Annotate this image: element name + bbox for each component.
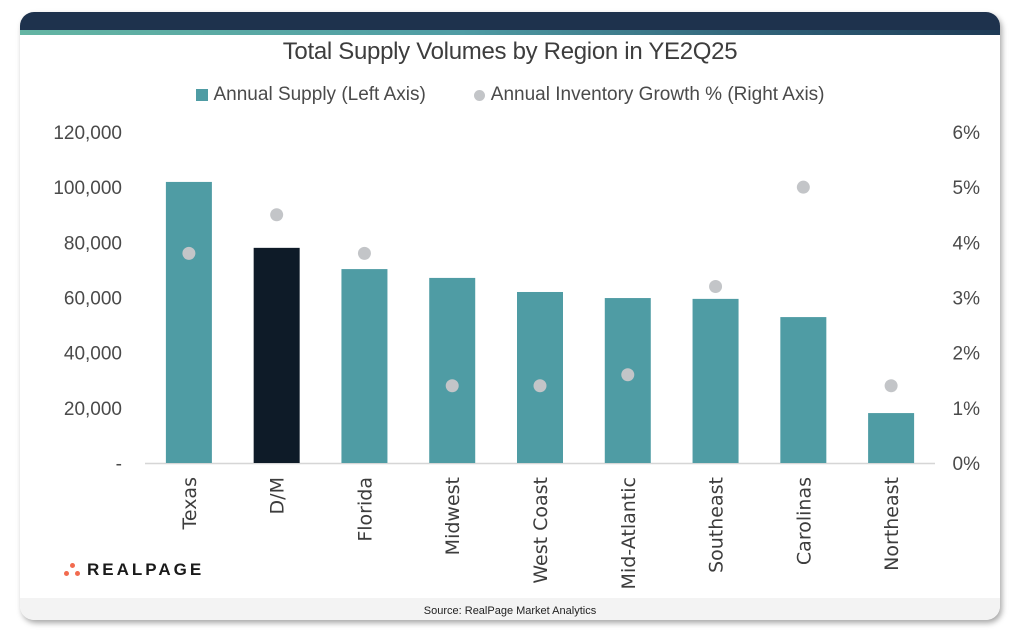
y-tick-label: 60,000 [64, 289, 122, 310]
chart-card: Total Supply Volumes by Region in YE2Q25… [20, 12, 1000, 620]
growth-point-florida [357, 246, 371, 260]
y-tick-label: 120,000 [53, 123, 122, 144]
growth-point-southeast [709, 279, 723, 293]
y-tick-label: 100,000 [53, 178, 122, 199]
x-tick-label: Texas [179, 477, 201, 531]
realpage-dots-logo-icon [62, 562, 84, 578]
y2-tick-label: 1% [953, 399, 981, 420]
chart-plot: - 20,000 40,000 60,000 80,000 100,000 120,000 0… [53, 123, 981, 589]
legend-label: Annual Inventory Growth % (Right Axis) [490, 84, 825, 105]
legend-label: Annual Supply (Left Axis) [213, 84, 426, 105]
bar-west-coast [517, 291, 563, 463]
bar-midwest [429, 277, 476, 463]
growth-point-northeast [884, 379, 898, 393]
x-tick-label: Mid-Atlantic [618, 477, 640, 589]
source-note: Source: RealPage Market Analytics [423, 605, 597, 617]
x-tick-label: Southeast [706, 477, 728, 573]
growth-point-midwest [445, 379, 459, 393]
y-tick-label: - [116, 454, 122, 475]
footer-band: Source: RealPage Market Analytics [20, 598, 1000, 620]
header-bar [20, 12, 1000, 30]
growth-point-west-coast [533, 379, 547, 393]
y2-tick-label: 3% [953, 289, 981, 310]
bar-texas [165, 181, 212, 463]
y2-tick-label: 0% [953, 454, 981, 475]
x-tick-label: West Coast [530, 477, 552, 584]
bar-northeast [868, 413, 915, 463]
growth-point-mid-atlantic [621, 368, 635, 382]
legend-item-annual-supply: Annual Supply (Left Axis) [195, 84, 426, 106]
x-tick-label: Carolinas [793, 477, 815, 565]
legend-item-inventory-growth: Annual Inventory Growth % (Right Axis) [473, 84, 825, 106]
bar-carolinas [780, 317, 827, 463]
y2-tick-label: 6% [953, 123, 981, 144]
legend-dot-icon [473, 89, 485, 101]
x-tick-label: D/M [267, 477, 289, 514]
growth-point-texas [182, 246, 196, 260]
x-tick-label: Midwest [442, 477, 464, 555]
bar-southeast [692, 298, 739, 463]
chart-title: Total Supply Volumes by Region in YE2Q25 [282, 38, 738, 65]
logo-text: REALPAGE [87, 560, 205, 579]
y-tick-label: 80,000 [64, 233, 122, 254]
bar-florida [341, 269, 388, 463]
x-tick-label: Northeast [881, 477, 903, 571]
y-tick-label: 20,000 [64, 399, 122, 420]
growth-point-carolinas [796, 180, 810, 194]
legend: Annual Supply (Left Axis) Annual Invento… [20, 84, 1000, 106]
y-tick-label: 40,000 [64, 344, 122, 365]
y2-tick-label: 4% [953, 233, 981, 254]
y2-tick-label: 5% [953, 178, 981, 199]
x-tick-label: Florida [354, 477, 376, 542]
y2-tick-label: 2% [953, 344, 981, 365]
accent-line [20, 30, 1000, 35]
legend-square-icon [195, 89, 208, 101]
growth-point-d-m [270, 208, 284, 222]
realpage-logo: REALPAGE [62, 560, 204, 580]
bar-d-m [253, 247, 300, 463]
